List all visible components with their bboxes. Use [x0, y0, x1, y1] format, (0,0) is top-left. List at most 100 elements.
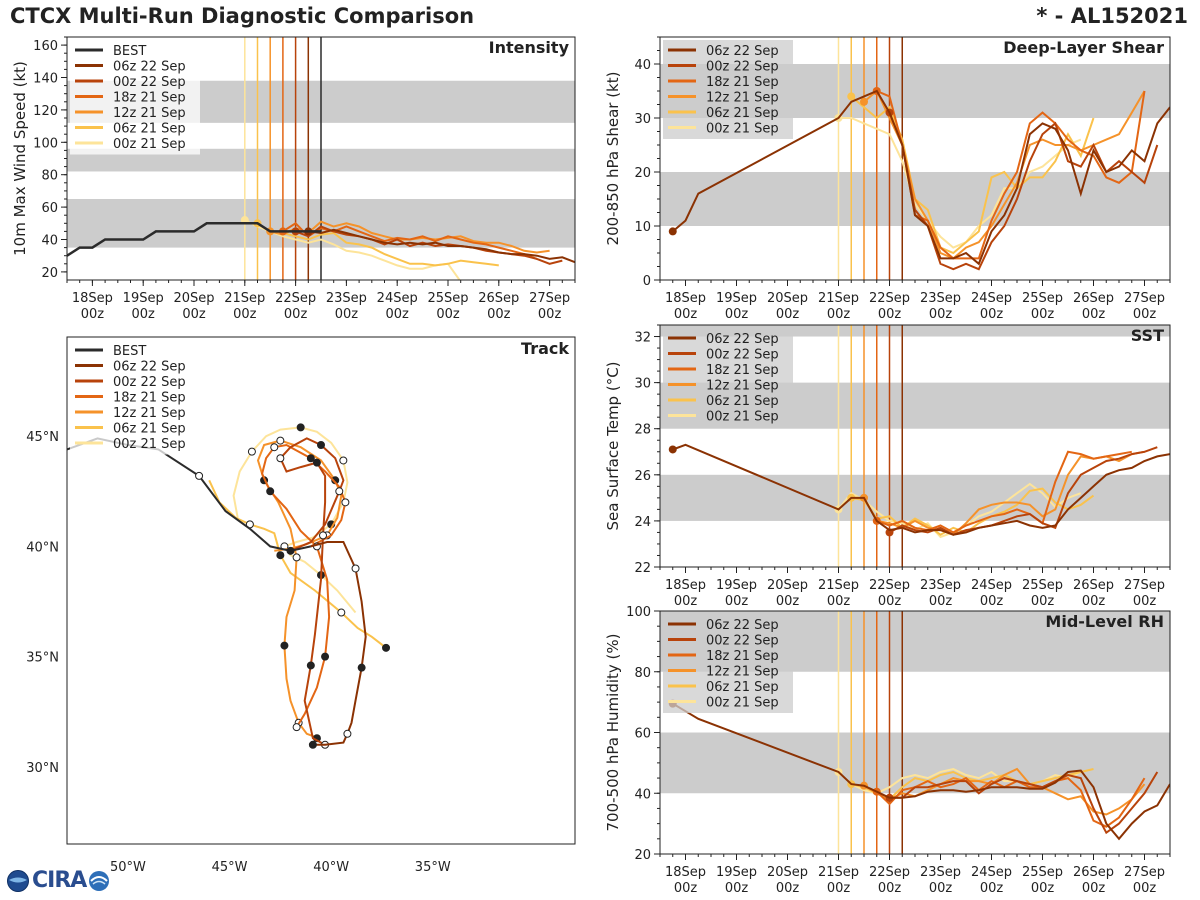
x-tick-label: 00z [1133, 307, 1157, 322]
x-tick-label: 18Sep [72, 291, 113, 306]
x-tick-label: 00z [674, 881, 698, 896]
x-tick-label: 00z [827, 881, 851, 896]
x-tick-label: 00z [878, 307, 902, 322]
panel-track: 50°W 45°W 40°W 35°W 30°N 35°N 40°N 45°N Track BES… [26, 336, 576, 875]
shaded-band [660, 325, 1170, 337]
x-tick-label: 00z [182, 307, 206, 322]
x-tick-label: 25Sep [1022, 578, 1063, 593]
track-marker [308, 740, 317, 749]
legend-label: 06z 21 Sep [706, 394, 779, 409]
x-tick-label: 23Sep [326, 291, 367, 306]
legend-label: 06z 22 Sep [113, 60, 186, 75]
legend-label: 00z 21 Sep [706, 122, 779, 137]
lon-tick-label: 35°W [415, 860, 451, 875]
track-marker [276, 454, 285, 463]
x-tick-label: 00z [929, 881, 953, 896]
legend-label: 06z 22 Sep [706, 618, 779, 633]
track-marker [321, 652, 330, 661]
series-line [672, 443, 1170, 536]
x-tick-label: 26Sep [1073, 291, 1114, 306]
x-tick-label: 00z [81, 307, 105, 322]
series-line [863, 89, 1146, 260]
y-tick-label: 120 [33, 104, 58, 119]
x-tick-label: 19Sep [123, 291, 164, 306]
x-tick-label: 00z [980, 307, 1004, 322]
cira-swirl-icon [89, 870, 110, 891]
track-marker [195, 471, 204, 480]
x-tick-label: 00z [1133, 881, 1157, 896]
track-marker [276, 436, 285, 445]
panel-title: Deep-Layer Shear [1003, 38, 1164, 57]
legend-background [663, 328, 793, 427]
panel-title: Track [521, 339, 569, 358]
legend-label: 06z 21 Sep [113, 122, 186, 137]
y-tick-label: 26 [634, 469, 651, 484]
legend-background [663, 40, 793, 139]
x-tick-label: 00z [1082, 307, 1106, 322]
plot-area [67, 423, 391, 749]
x-tick-label: 00z [827, 307, 851, 322]
y-tick-label: 0 [643, 274, 651, 289]
track-marker [292, 723, 301, 732]
x-tick-label: 26Sep [1073, 865, 1114, 880]
track-marker [306, 661, 315, 670]
x-tick-label: 00z [1031, 307, 1055, 322]
y-tick-label: 40 [634, 787, 651, 802]
lat-tick-label: 45°N [26, 430, 59, 445]
x-tick-label: 23Sep [920, 578, 961, 593]
x-tick-label: 20Sep [767, 291, 808, 306]
x-tick-label: 18Sep [665, 291, 706, 306]
x-tick-label: 00z [1082, 881, 1106, 896]
x-tick-label: 24Sep [971, 291, 1012, 306]
track-marker [341, 498, 350, 507]
legend-label: 12z 21 Sep [706, 665, 779, 680]
track-marker [312, 458, 321, 467]
x-tick-label: 00z [725, 307, 749, 322]
track-marker [351, 564, 360, 573]
track-marker [266, 487, 275, 496]
legend-label: 12z 21 Sep [706, 379, 779, 394]
cira-globe-icon [7, 869, 29, 892]
track-line [279, 437, 345, 746]
x-tick-label: 21Sep [818, 578, 859, 593]
x-tick-label: 26Sep [478, 291, 519, 306]
panel-shear: 01020304018Sep00z19Sep00z20Sep00z21Sep00… [604, 36, 1171, 322]
legend-label: 18z 21 Sep [113, 91, 186, 106]
y-tick-label: 140 [33, 72, 58, 87]
x-tick-label: 18Sep [665, 578, 706, 593]
x-tick-label: 24Sep [377, 291, 418, 306]
init-marker [668, 445, 677, 454]
y-axis-label: 700-500 hPa Humidity (%) [604, 633, 622, 831]
x-tick-label: 00z [776, 881, 800, 896]
track-marker [247, 447, 256, 456]
y-tick-label: 60 [41, 201, 58, 216]
series-line [282, 222, 538, 260]
track-line [261, 443, 347, 728]
legend-label: 00z 21 Sep [706, 696, 779, 711]
x-tick-label: 20Sep [767, 578, 808, 593]
x-tick-label: 00z [725, 594, 749, 609]
x-tick-label: 00z [1031, 881, 1055, 896]
track-marker [296, 423, 305, 432]
x-tick-label: 19Sep [716, 865, 757, 880]
panel-title: Mid-Level RH [1045, 612, 1164, 631]
series-line [876, 776, 1146, 828]
legend-label: 18z 21 Sep [706, 649, 779, 664]
series-line [851, 487, 1095, 536]
y-axis-label: 10m Max Wind Speed (kt) [11, 61, 29, 256]
x-tick-label: 00z [725, 881, 749, 896]
x-tick-label: 25Sep [427, 291, 468, 306]
x-tick-label: 00z [487, 307, 511, 322]
track-marker [337, 608, 346, 617]
legend-label: 18z 21 Sep [706, 75, 779, 90]
x-tick-label: 00z [776, 307, 800, 322]
y-tick-label: 60 [634, 727, 651, 742]
legend-label: BEST [113, 44, 146, 59]
y-tick-label: 160 [33, 39, 58, 54]
series-line [256, 222, 499, 267]
init-marker [860, 97, 868, 106]
track-line [256, 439, 343, 740]
